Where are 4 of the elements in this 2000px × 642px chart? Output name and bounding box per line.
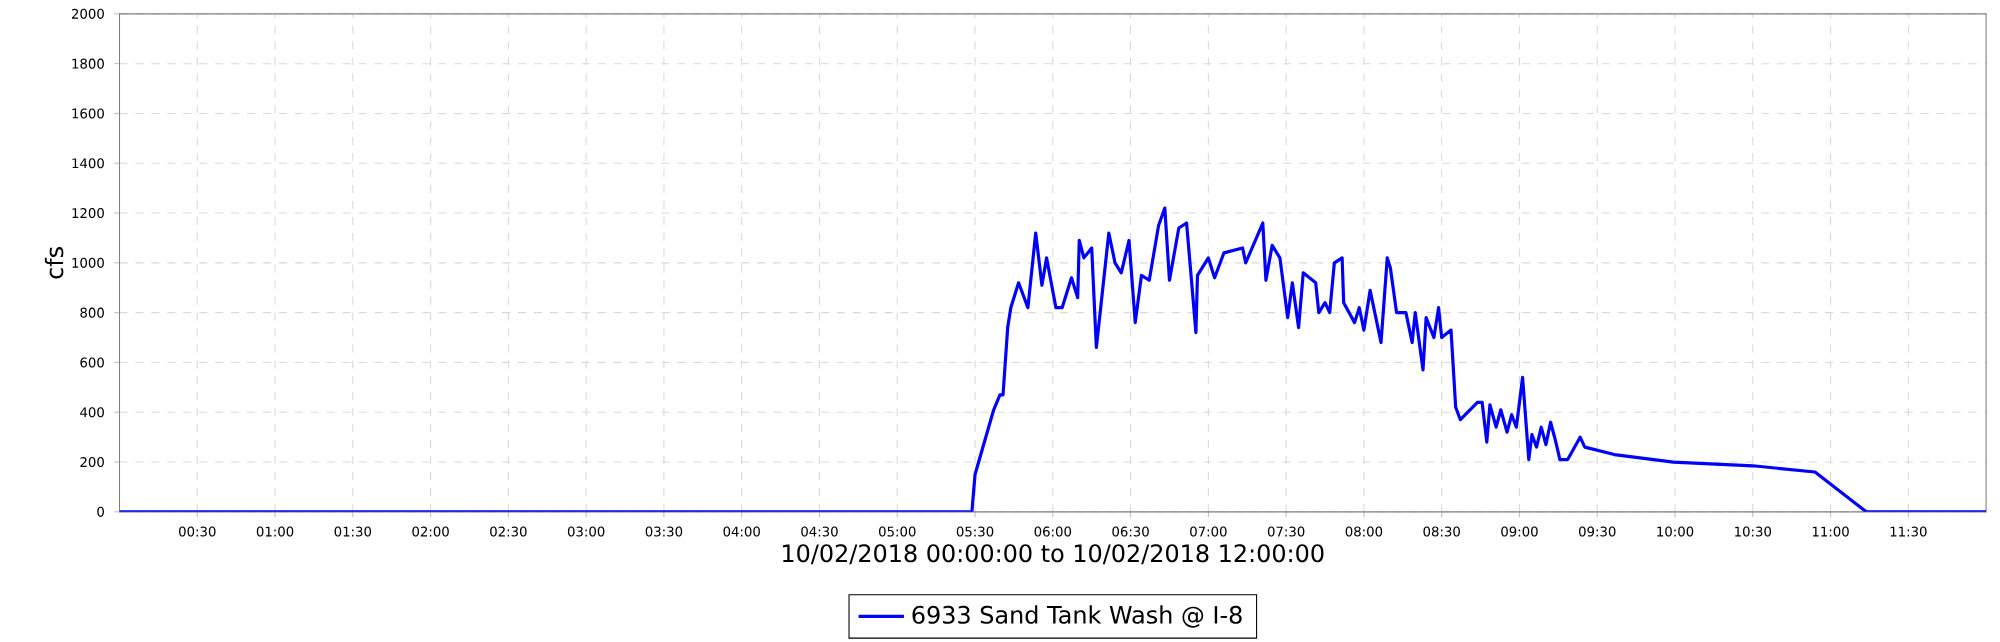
line-series bbox=[119, 206, 1987, 512]
legend-label: 6933 Sand Tank Wash @ I-8 bbox=[912, 605, 1242, 628]
x-axis-title: 10/02/2018 00:00:00 to 10/02/2018 12:00:00 bbox=[783, 544, 1324, 565]
y-axis-title: cfs bbox=[44, 247, 64, 279]
